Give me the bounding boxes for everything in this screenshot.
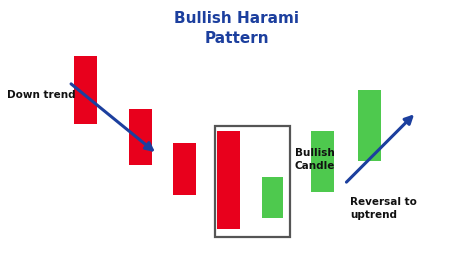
Bar (217, 131, 240, 230)
Text: Bullish
Candle: Bullish Candle (295, 148, 335, 171)
Text: Reversal to
uptrend: Reversal to uptrend (350, 197, 417, 220)
Bar (173, 143, 196, 195)
Bar (262, 177, 283, 218)
Bar (311, 131, 334, 192)
Bar (215, 126, 291, 237)
Text: Bullish Harami
Pattern: Bullish Harami Pattern (174, 11, 300, 46)
Bar (74, 56, 97, 124)
Text: Down trend: Down trend (7, 90, 76, 100)
Bar (129, 109, 152, 165)
Bar (358, 90, 381, 161)
